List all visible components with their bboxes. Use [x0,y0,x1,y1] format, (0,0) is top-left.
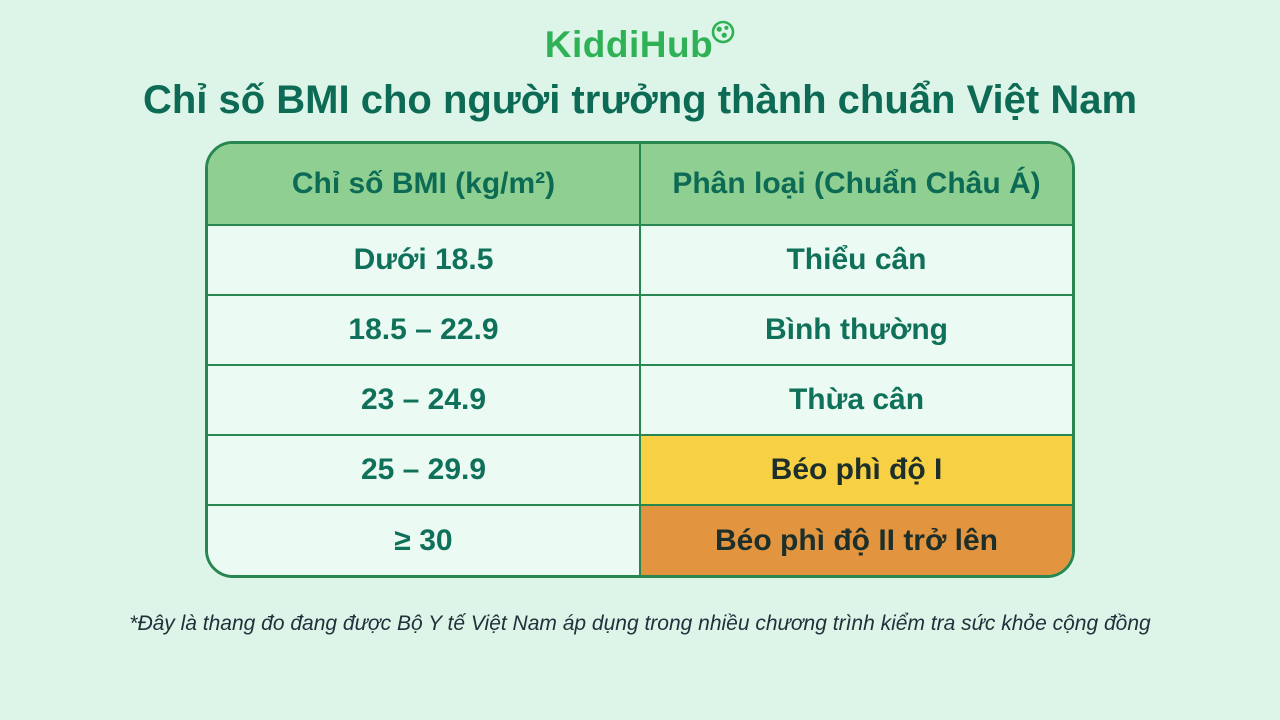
bmi-value: Dưới 18.5 [208,225,641,296]
bmi-value: 25 – 29.9 [208,435,641,506]
table-row: 18.5 – 22.9 Bình thường [208,295,1072,366]
table-row: 25 – 29.9 Béo phì độ I [208,435,1072,506]
kiddihub-logo-text: KiddiHub [544,24,714,65]
table-row: Dưới 18.5 Thiểu cân [208,225,1072,296]
category-value: Béo phì độ II trở lên [640,505,1072,575]
category-value: Thiểu cân [640,225,1072,296]
globe-icon [711,20,735,44]
bmi-value: 23 – 24.9 [208,365,641,436]
footnote: *Đây là thang đo đang được Bộ Y tế Việt … [129,612,1151,635]
header-bmi: Chỉ số BMI (kg/m²) [208,144,641,226]
table-row: 23 – 24.9 Thừa cân [208,365,1072,436]
bmi-table: Chỉ số BMI (kg/m²) Phân loại (Chuẩn Châu… [205,141,1075,578]
page-title: Chỉ số BMI cho người trưởng thành chuẩn … [142,78,1138,122]
bmi-value: 18.5 – 22.9 [208,295,641,366]
category-value: Thừa cân [640,365,1072,436]
bmi-value: ≥ 30 [208,505,641,575]
table-header-row: Chỉ số BMI (kg/m²) Phân loại (Chuẩn Châu… [208,144,1072,226]
category-value: Béo phì độ I [640,435,1072,506]
category-value: Bình thường [640,295,1072,366]
table-row: ≥ 30 Béo phì độ II trở lên [208,505,1072,575]
kiddihub-logo: KiddiHub [544,20,735,70]
header-category: Phân loại (Chuẩn Châu Á) [640,144,1072,226]
